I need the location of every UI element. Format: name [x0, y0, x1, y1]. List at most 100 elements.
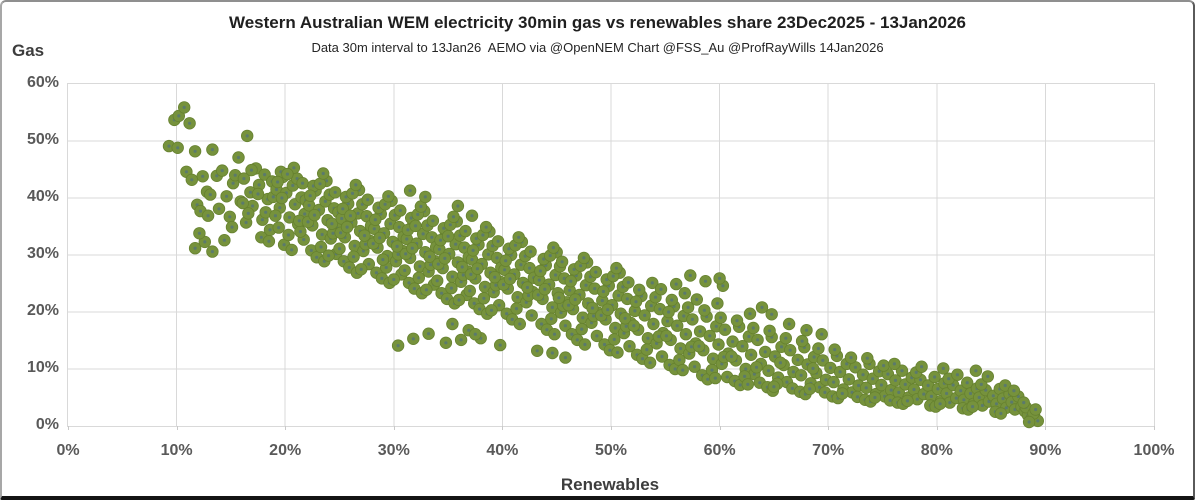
data-point-center	[222, 238, 226, 242]
x-tick-mark	[393, 426, 395, 430]
data-point-center	[236, 155, 241, 160]
data-point-center	[513, 243, 517, 247]
data-point-center	[711, 357, 715, 361]
data-point-center	[710, 368, 714, 372]
data-point-center	[421, 232, 425, 236]
data-point-center	[595, 334, 599, 338]
data-point-center	[416, 212, 420, 217]
data-point-center	[225, 194, 229, 198]
data-point-center	[319, 245, 323, 249]
data-point-center	[510, 317, 514, 321]
data-point-center	[397, 225, 401, 229]
data-point-center	[1001, 397, 1005, 401]
data-point-center	[167, 144, 171, 148]
data-point-center	[472, 301, 476, 305]
data-point-center	[203, 240, 207, 244]
data-point-center	[277, 226, 281, 230]
data-point-center	[291, 183, 295, 188]
data-point-center	[748, 312, 752, 316]
data-point-center	[473, 332, 477, 336]
y-tick-label: 40%	[26, 188, 59, 205]
data-point-center	[655, 341, 659, 345]
data-point-center	[715, 301, 720, 305]
data-point-center	[417, 276, 421, 280]
data-point-center	[249, 168, 254, 172]
data-point-center	[256, 192, 260, 196]
data-point-center	[800, 339, 804, 343]
data-point-center	[920, 365, 924, 369]
data-point-center	[496, 239, 500, 243]
data-point-center	[575, 338, 579, 342]
data-point-center	[857, 383, 861, 388]
data-point-center	[808, 387, 812, 391]
data-point-center	[312, 213, 317, 217]
data-point-center	[674, 282, 678, 286]
y-tick-label: 10%	[26, 359, 59, 376]
data-point-center	[274, 187, 279, 192]
plot-area	[67, 83, 1155, 429]
data-point-center	[938, 402, 942, 406]
data-point-center	[503, 268, 507, 272]
data-point-center	[955, 373, 960, 377]
x-tick-mark	[1154, 426, 1155, 430]
data-point-center	[461, 273, 465, 277]
data-point-center	[271, 195, 275, 199]
data-point-center	[469, 272, 473, 276]
data-point-center	[1022, 401, 1026, 405]
scatter-plot-svg	[68, 84, 1154, 429]
data-point-center	[608, 348, 612, 352]
x-tick-mark	[502, 426, 504, 430]
data-point-center	[372, 227, 376, 231]
data-point-center	[454, 242, 458, 246]
data-point-center	[492, 290, 496, 294]
x-tick-label: 0%	[56, 442, 80, 459]
data-point-center	[821, 358, 825, 362]
data-point-center	[617, 293, 621, 298]
data-point-center	[373, 218, 377, 222]
data-point-center	[526, 293, 531, 298]
data-point-center	[405, 237, 409, 241]
data-point-center	[241, 201, 245, 205]
data-point-center	[449, 286, 453, 290]
data-point-center	[697, 344, 701, 348]
data-point-center	[965, 381, 969, 385]
data-point-center	[664, 334, 669, 338]
data-point-center	[954, 396, 958, 400]
data-point-center	[190, 178, 194, 182]
data-point-center	[215, 174, 219, 178]
data-point-center	[362, 234, 367, 238]
x-axis-title: Renewables	[560, 475, 660, 494]
data-point-center	[330, 222, 334, 226]
data-point-center	[812, 355, 816, 359]
data-point-center	[615, 350, 620, 355]
y-tick-label: 0%	[35, 416, 59, 433]
x-tick-mark	[68, 426, 69, 430]
data-point-center	[915, 397, 919, 401]
data-point-center	[537, 278, 541, 282]
data-point-center	[267, 239, 271, 243]
data-point-center	[508, 277, 512, 281]
data-point-center	[599, 313, 603, 317]
data-point-center	[840, 391, 844, 396]
data-point-center	[718, 276, 722, 280]
data-point-center	[864, 386, 868, 390]
y-axis-title: Gas	[12, 41, 45, 60]
data-point-center	[554, 273, 558, 277]
data-point-center	[640, 357, 645, 361]
data-point-center	[593, 287, 597, 291]
data-point-center	[773, 354, 777, 359]
data-point-center	[567, 303, 571, 307]
data-point-center	[471, 248, 475, 252]
data-point-center	[695, 297, 699, 302]
data-point-center	[259, 235, 263, 239]
data-point-center	[1004, 406, 1008, 410]
data-point-center	[539, 322, 544, 326]
data-point-center	[914, 370, 918, 374]
data-point-center	[337, 247, 342, 251]
data-point-center	[670, 298, 674, 302]
data-point-center	[873, 395, 877, 400]
x-tick-label: 20%	[269, 442, 302, 459]
data-point-center	[766, 369, 771, 373]
data-point-center	[979, 382, 983, 386]
